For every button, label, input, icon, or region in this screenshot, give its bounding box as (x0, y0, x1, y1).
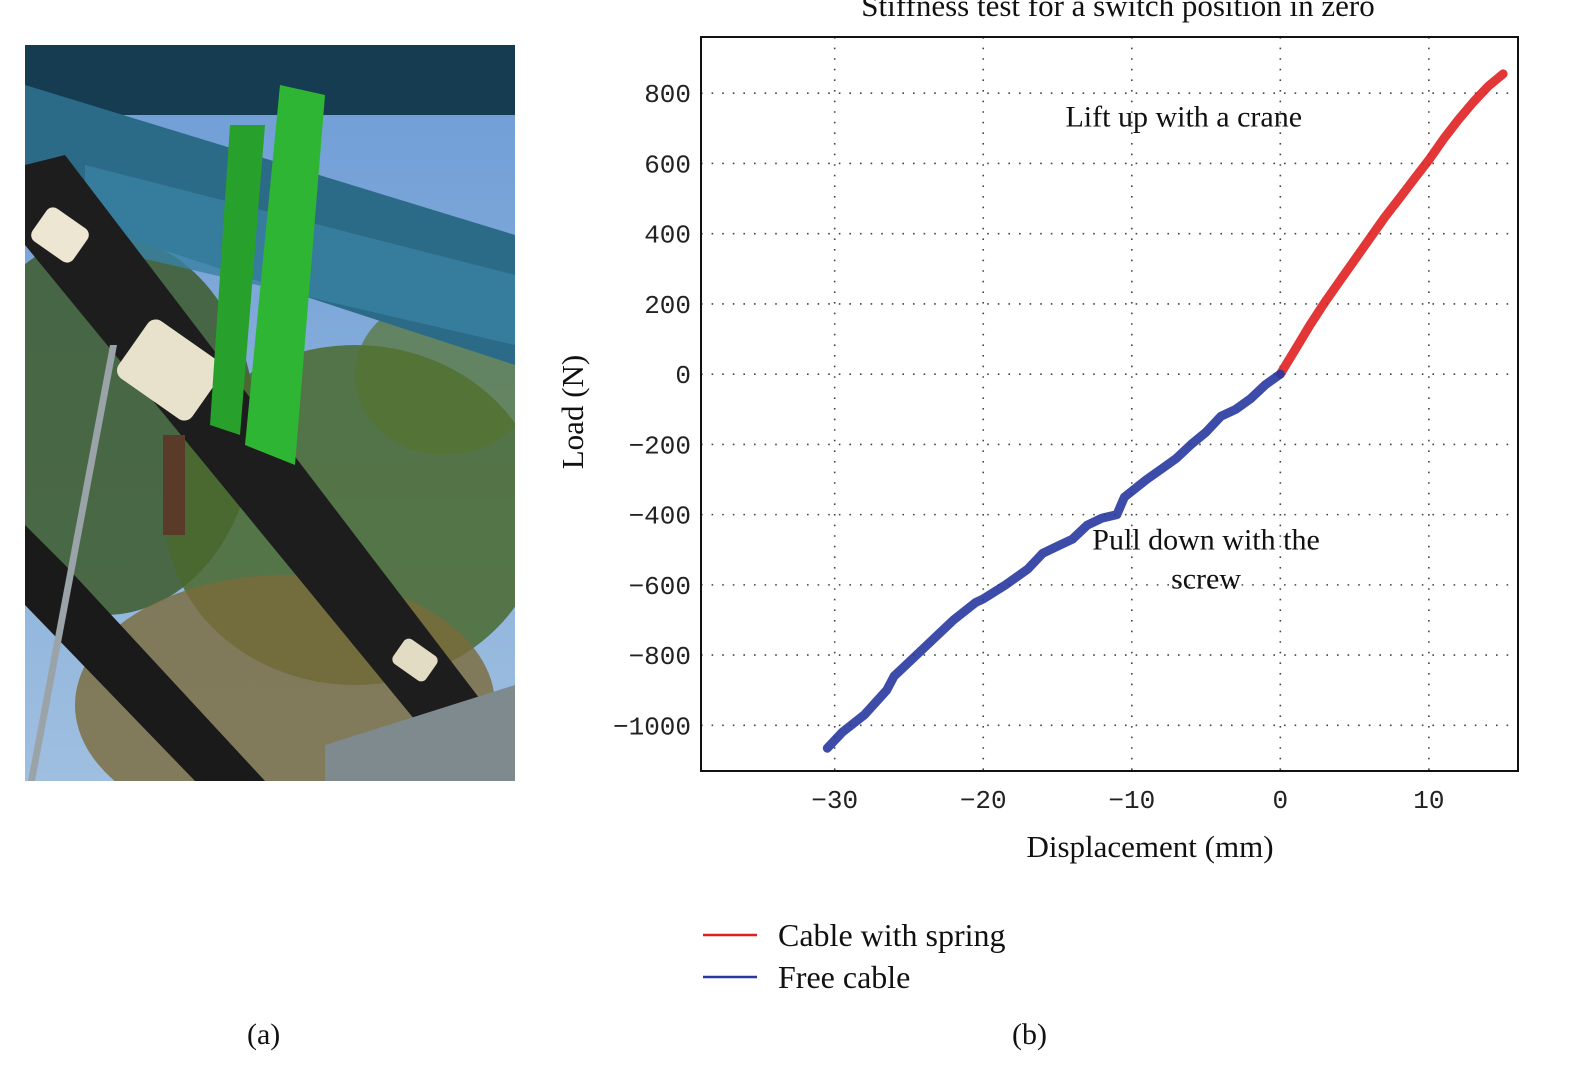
panel-b-label: (b) (1012, 1018, 1047, 1051)
legend-label: Cable with spring (778, 917, 1006, 953)
y-tick-label: −400 (629, 502, 691, 532)
y-tick-label: −200 (629, 431, 691, 461)
series-line-cable-with-spring (1275, 69, 1508, 379)
x-tick-label: 10 (1413, 786, 1444, 816)
annotation-text: screw (1171, 562, 1241, 595)
y-tick-label: −800 (629, 642, 691, 672)
chart-title: Stiffness test for a switch position in … (861, 0, 1374, 23)
legend-label: Free cable (778, 959, 910, 995)
x-tick-label: −30 (811, 786, 858, 816)
cable-stiffness-test-photo (25, 45, 515, 781)
annotations: Lift up with a crane Pull down with the sc… (1065, 101, 1319, 596)
x-tick-label: 0 (1273, 786, 1289, 816)
legend: Cable with spring Free cable (703, 917, 1006, 995)
x-tick-label: −20 (960, 786, 1007, 816)
y-tick-label: −600 (629, 572, 691, 602)
grid (701, 37, 1518, 771)
y-tick-label: 0 (675, 361, 691, 391)
y-tick-label: 800 (644, 80, 691, 110)
y-tick-label: 600 (644, 150, 691, 180)
y-axis-title: Load (N) (555, 355, 590, 469)
tick-labels: −30 −20 −10 0 10 800 600 400 200 0 −200 −400 −600 −80… (613, 80, 1444, 816)
panel-a-label: (a) (247, 1018, 281, 1051)
x-axis-title: Displacement (mm) (1026, 829, 1273, 864)
series-line-free-cable (822, 369, 1285, 753)
y-tick-label: −1000 (613, 712, 691, 742)
y-tick-label: 400 (644, 221, 691, 251)
series-layer (822, 69, 1508, 753)
annotation-text: Pull down with the (1092, 524, 1320, 557)
plot-frame (700, 36, 1519, 772)
y-tick-label: 200 (644, 291, 691, 321)
x-tick-label: −10 (1108, 786, 1155, 816)
annotation-text: Lift up with a crane (1065, 101, 1302, 134)
